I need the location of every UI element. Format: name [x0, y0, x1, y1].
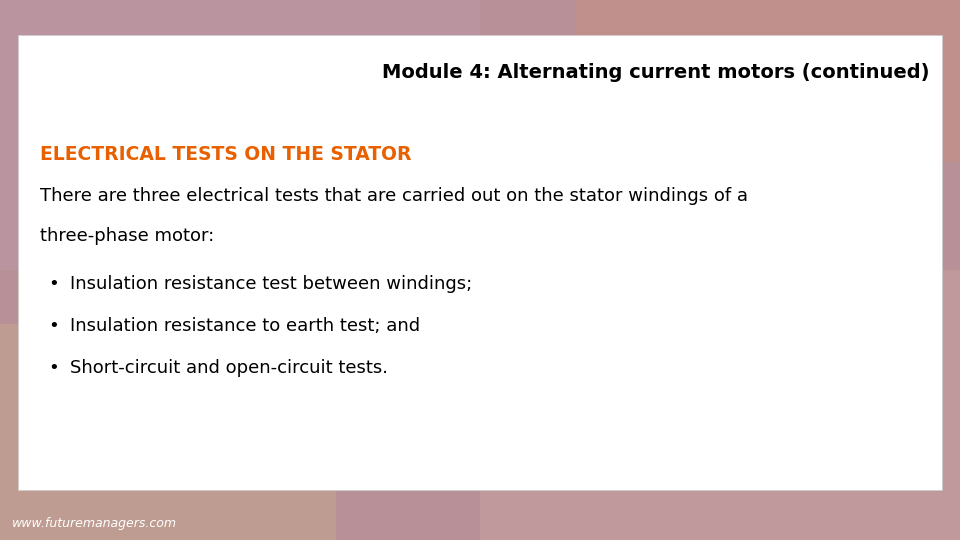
Bar [480, 270, 960, 540]
Text: www.futuremanagers.com: www.futuremanagers.com [12, 517, 177, 530]
Text: •: • [48, 359, 59, 377]
Text: •: • [48, 317, 59, 335]
Text: There are three electrical tests that are carried out on the stator windings of : There are three electrical tests that ar… [40, 187, 748, 205]
Bar [0, 324, 336, 540]
Text: Insulation resistance test between windings;: Insulation resistance test between windi… [70, 275, 472, 293]
Text: ELECTRICAL TESTS ON THE STATOR: ELECTRICAL TESTS ON THE STATOR [40, 145, 412, 164]
Text: Insulation resistance to earth test; and: Insulation resistance to earth test; and [70, 317, 420, 335]
Text: three-phase motor:: three-phase motor: [40, 227, 214, 245]
Text: Short-circuit and open-circuit tests.: Short-circuit and open-circuit tests. [70, 359, 388, 377]
Bar [0, 0, 480, 270]
Text: Module 4: Alternating current motors (continued): Module 4: Alternating current motors (co… [382, 63, 930, 82]
Bar [18, 35, 942, 490]
Text: •: • [48, 275, 59, 293]
Bar [576, 0, 960, 162]
